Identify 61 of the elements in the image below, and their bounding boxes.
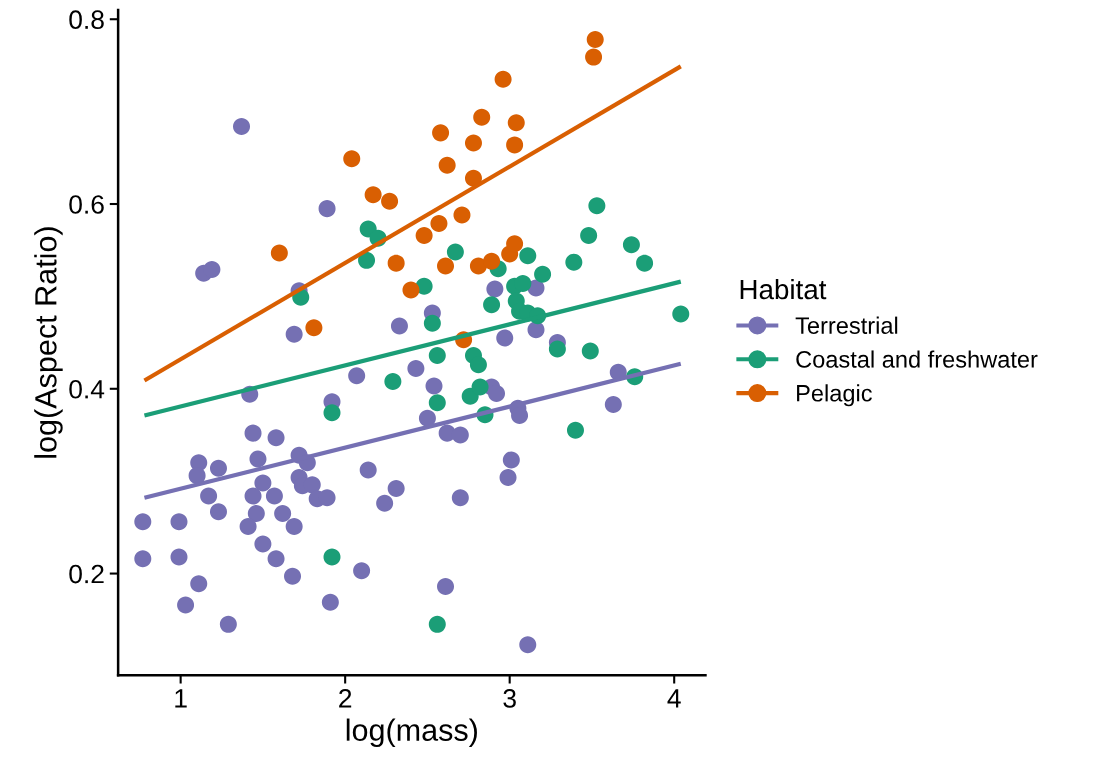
point [453,206,471,224]
point [636,254,654,272]
point [672,305,690,323]
point [483,252,501,270]
legend-label: Terrestrial [795,316,898,334]
point [586,31,604,49]
point [387,254,405,272]
point [469,356,487,374]
point [471,378,489,396]
y-tick-label: 0.6 [69,195,104,214]
y-tick-label: 0.4 [69,379,105,399]
point [384,372,402,390]
point [483,296,501,314]
point [464,169,482,187]
point [428,394,446,412]
y-tick-label: 0.8 [69,10,104,30]
point [506,136,524,154]
x-tick-label: 3 [503,689,516,708]
x-axis-title: log(mass) [346,718,477,748]
point [402,281,420,299]
point [534,265,552,283]
y-axis-title: log(Aspect Ratio) [34,227,63,458]
point [566,421,584,439]
point [507,114,525,132]
point [514,274,532,292]
point [430,214,448,232]
point [622,236,640,254]
legend-label: Pelagic [797,384,872,407]
point [548,340,566,358]
point [305,319,323,337]
legend-title: Habitat [740,278,827,300]
point [270,244,288,262]
point [438,156,456,174]
y-tick-label: 0.2 [69,564,104,584]
x-tick-label: 1 [175,689,187,708]
point [446,243,464,261]
point [428,347,446,365]
x-tick-label: 2 [339,689,352,708]
point [585,48,603,66]
point [323,548,341,566]
point [323,404,341,422]
point [580,226,598,244]
point [364,186,382,204]
point [494,70,512,88]
point [437,257,455,275]
point [581,342,599,360]
point [519,247,537,265]
point [473,108,491,126]
legend-label: Coastal and freshwater [796,350,1038,368]
point [428,615,446,633]
point [423,314,441,332]
point [358,251,376,269]
point [464,134,482,152]
x-tick-label: 4 [667,689,681,708]
point [415,226,433,244]
point [381,192,399,210]
point [588,197,606,215]
point [565,253,583,271]
point [506,235,524,253]
point [343,150,361,168]
point [432,124,450,142]
